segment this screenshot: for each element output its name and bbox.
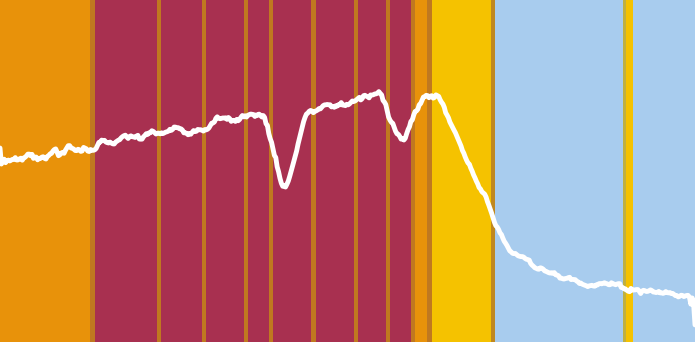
- Bar: [427, 0, 432, 342]
- Bar: [411, 0, 415, 342]
- Bar: [311, 0, 316, 342]
- Bar: [633, 0, 635, 342]
- Bar: [495, 0, 623, 342]
- Bar: [386, 0, 390, 342]
- Bar: [157, 0, 161, 342]
- Bar: [244, 0, 248, 342]
- Bar: [623, 0, 626, 342]
- Bar: [269, 0, 273, 342]
- Bar: [206, 0, 244, 342]
- Bar: [626, 0, 633, 342]
- Bar: [161, 0, 202, 342]
- Bar: [358, 0, 386, 342]
- Bar: [90, 0, 95, 342]
- Bar: [248, 0, 269, 342]
- Bar: [354, 0, 358, 342]
- Bar: [202, 0, 206, 342]
- Bar: [316, 0, 354, 342]
- Bar: [432, 0, 491, 342]
- Bar: [0, 0, 90, 342]
- Bar: [390, 0, 411, 342]
- Bar: [95, 0, 157, 342]
- Bar: [273, 0, 311, 342]
- Bar: [491, 0, 495, 342]
- Bar: [415, 0, 427, 342]
- Bar: [635, 0, 695, 342]
